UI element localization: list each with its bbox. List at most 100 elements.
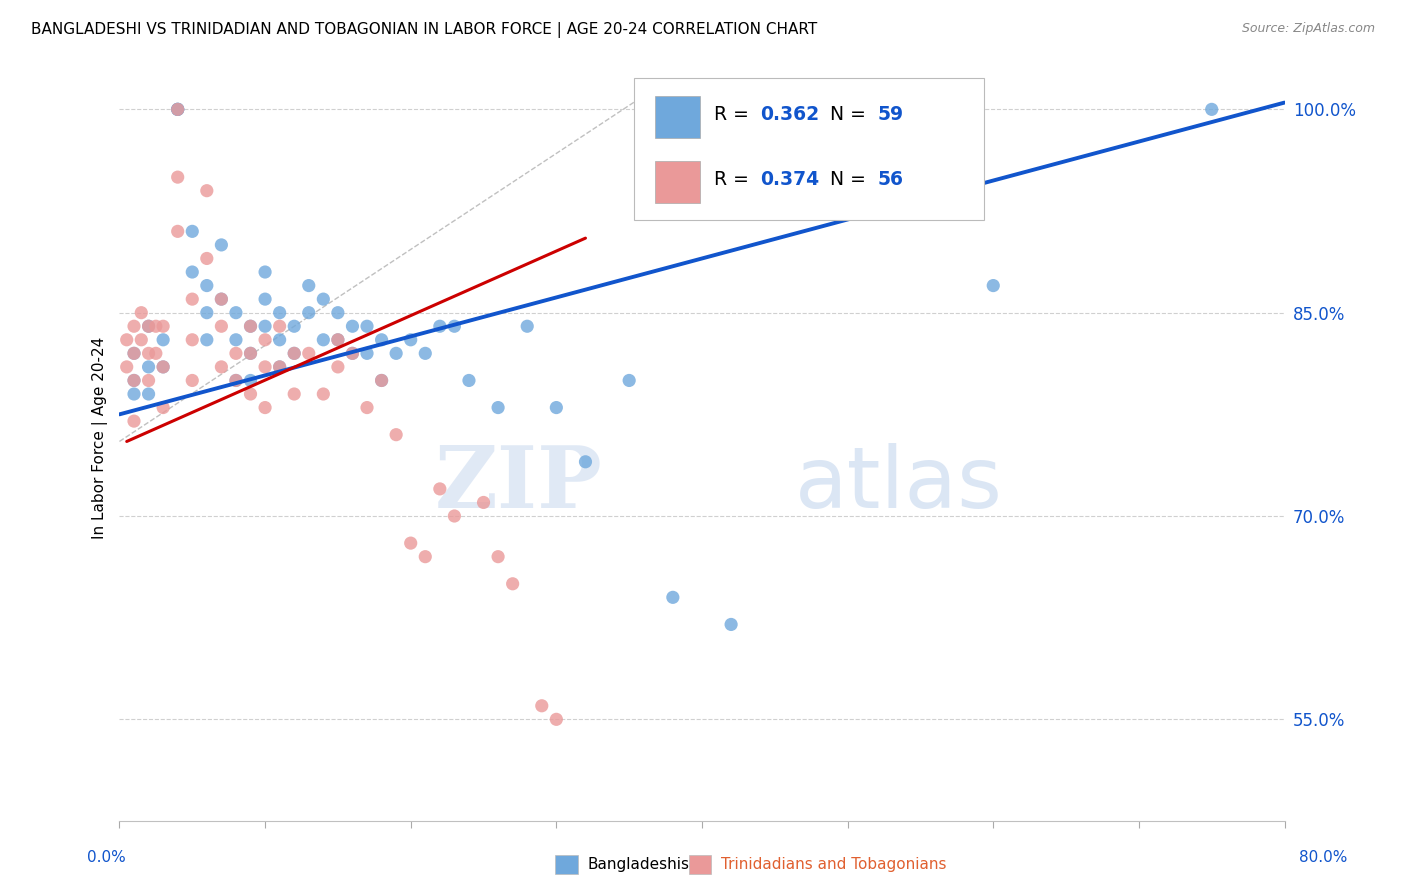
- Point: [166, 103, 188, 117]
- Point: [129, 333, 152, 347]
- Point: [181, 292, 204, 306]
- Point: [122, 374, 145, 388]
- Point: [254, 319, 277, 334]
- Point: [115, 333, 138, 347]
- Point: [269, 359, 291, 374]
- Point: [138, 359, 160, 374]
- Point: [195, 333, 218, 347]
- Point: [1201, 103, 1223, 117]
- Point: [254, 333, 277, 347]
- Point: [326, 333, 349, 347]
- Point: [145, 346, 167, 360]
- Point: [312, 387, 335, 401]
- Point: [225, 346, 247, 360]
- Point: [122, 346, 145, 360]
- Point: [254, 359, 277, 374]
- Point: [312, 333, 335, 347]
- Y-axis label: In Labor Force | Age 20-24: In Labor Force | Age 20-24: [93, 337, 108, 539]
- Point: [122, 319, 145, 334]
- Point: [486, 401, 509, 415]
- Point: [122, 374, 145, 388]
- Point: [138, 346, 160, 360]
- Point: [981, 278, 1004, 293]
- Point: [283, 319, 305, 334]
- Point: [239, 346, 262, 360]
- Point: [283, 346, 305, 360]
- Point: [209, 319, 232, 334]
- Point: [152, 359, 174, 374]
- Point: [152, 319, 174, 334]
- Point: [209, 292, 232, 306]
- Point: [225, 306, 247, 320]
- Text: R =: R =: [714, 105, 755, 124]
- Point: [166, 103, 188, 117]
- Point: [530, 698, 553, 713]
- Point: [254, 292, 277, 306]
- Point: [413, 549, 436, 564]
- Point: [269, 319, 291, 334]
- Point: [209, 292, 232, 306]
- Point: [225, 374, 247, 388]
- Point: [356, 319, 378, 334]
- Text: 59: 59: [877, 105, 904, 124]
- Point: [502, 576, 524, 591]
- Point: [209, 238, 232, 252]
- Point: [662, 591, 685, 605]
- Point: [181, 265, 204, 279]
- Point: [516, 319, 538, 334]
- Text: N =: N =: [830, 105, 872, 124]
- Point: [122, 414, 145, 428]
- Point: [283, 346, 305, 360]
- Text: R =: R =: [714, 170, 755, 189]
- Point: [138, 319, 160, 334]
- Point: [122, 346, 145, 360]
- Point: [166, 103, 188, 117]
- Point: [152, 359, 174, 374]
- Point: [152, 401, 174, 415]
- Text: 56: 56: [877, 170, 904, 189]
- Point: [195, 278, 218, 293]
- Point: [298, 306, 321, 320]
- FancyBboxPatch shape: [634, 78, 984, 219]
- Bar: [655, 95, 700, 138]
- Point: [356, 346, 378, 360]
- Point: [342, 319, 364, 334]
- Point: [298, 278, 321, 293]
- Point: [326, 359, 349, 374]
- Point: [166, 170, 188, 185]
- Point: [181, 333, 204, 347]
- Point: [269, 359, 291, 374]
- Point: [115, 359, 138, 374]
- Point: [195, 184, 218, 198]
- Point: [429, 319, 451, 334]
- Point: [138, 387, 160, 401]
- Text: 0.374: 0.374: [761, 170, 820, 189]
- Point: [385, 427, 408, 442]
- Point: [166, 224, 188, 238]
- Point: [145, 319, 167, 334]
- Point: [326, 306, 349, 320]
- Point: [239, 346, 262, 360]
- Point: [312, 292, 335, 306]
- Point: [617, 374, 640, 388]
- Point: [225, 333, 247, 347]
- Point: [254, 401, 277, 415]
- Point: [342, 346, 364, 360]
- Point: [181, 224, 204, 238]
- Point: [546, 401, 568, 415]
- Point: [283, 387, 305, 401]
- Point: [342, 346, 364, 360]
- Point: [574, 455, 596, 469]
- Text: 80.0%: 80.0%: [1299, 850, 1347, 865]
- Point: [356, 401, 378, 415]
- Point: [413, 346, 436, 360]
- Point: [239, 319, 262, 334]
- Point: [122, 387, 145, 401]
- Point: [458, 374, 481, 388]
- Point: [129, 306, 152, 320]
- Point: [298, 346, 321, 360]
- Point: [443, 319, 465, 334]
- Point: [269, 333, 291, 347]
- Text: Trinidadians and Tobagonians: Trinidadians and Tobagonians: [721, 857, 946, 871]
- Point: [370, 374, 392, 388]
